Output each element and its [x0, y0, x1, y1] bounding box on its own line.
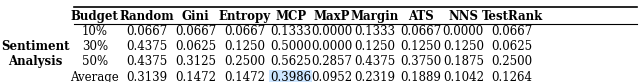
Text: Average: Average: [70, 71, 119, 82]
Text: 0.1042: 0.1042: [443, 71, 484, 82]
Text: 0.1875: 0.1875: [443, 55, 484, 68]
Text: 0.0667: 0.0667: [224, 25, 265, 38]
Text: Gini: Gini: [182, 10, 210, 23]
Text: 0.4375: 0.4375: [355, 55, 396, 68]
Text: NNS: NNS: [449, 10, 478, 23]
Text: 0.1472: 0.1472: [175, 71, 216, 82]
Text: 0.1250: 0.1250: [224, 40, 265, 53]
Text: 0.0000: 0.0000: [311, 25, 352, 38]
Text: 0.0952: 0.0952: [311, 71, 352, 82]
Bar: [269, 70, 312, 82]
Text: 0.0667: 0.0667: [492, 25, 532, 38]
Text: 0.0667: 0.0667: [401, 25, 442, 38]
Text: 0.2500: 0.2500: [492, 55, 532, 68]
Text: MCP: MCP: [275, 10, 306, 23]
Text: TestRank: TestRank: [481, 10, 543, 23]
Text: 0.4375: 0.4375: [127, 40, 168, 53]
Text: 0.1250: 0.1250: [355, 40, 396, 53]
Text: 0.1889: 0.1889: [401, 71, 442, 82]
Text: ATS: ATS: [408, 10, 434, 23]
Text: 50%: 50%: [82, 55, 108, 68]
Text: 0.3139: 0.3139: [127, 71, 168, 82]
Text: 0.1250: 0.1250: [401, 40, 442, 53]
Text: Margin: Margin: [351, 10, 399, 23]
Text: 0.0000: 0.0000: [443, 25, 484, 38]
Text: 0.3986: 0.3986: [270, 71, 311, 82]
Text: 0.2857: 0.2857: [311, 55, 352, 68]
Text: 0.0625: 0.0625: [175, 40, 216, 53]
Text: 0.0000: 0.0000: [311, 40, 352, 53]
Text: Entropy: Entropy: [218, 10, 271, 23]
Text: 0.1472: 0.1472: [224, 71, 265, 82]
Text: 0.1333: 0.1333: [355, 25, 396, 38]
Text: 10%: 10%: [82, 25, 108, 38]
Text: 0.1264: 0.1264: [492, 71, 532, 82]
Text: 0.1333: 0.1333: [270, 25, 311, 38]
Text: 0.3125: 0.3125: [175, 55, 216, 68]
Text: 0.2319: 0.2319: [355, 71, 396, 82]
Text: 0.0667: 0.0667: [175, 25, 216, 38]
Text: 30%: 30%: [82, 40, 108, 53]
Text: 0.5000: 0.5000: [270, 40, 311, 53]
Text: Budget: Budget: [71, 10, 118, 23]
Text: 0.1250: 0.1250: [443, 40, 484, 53]
Text: 0.5625: 0.5625: [270, 55, 311, 68]
Text: 0.4375: 0.4375: [127, 55, 168, 68]
Text: 0.0625: 0.0625: [492, 40, 532, 53]
Text: Random: Random: [120, 10, 175, 23]
Text: MaxP: MaxP: [314, 10, 349, 23]
Text: 0.3750: 0.3750: [401, 55, 442, 68]
Text: Sentiment
Analysis: Sentiment Analysis: [1, 40, 70, 67]
Text: 0.2500: 0.2500: [224, 55, 265, 68]
Text: 0.0667: 0.0667: [127, 25, 168, 38]
